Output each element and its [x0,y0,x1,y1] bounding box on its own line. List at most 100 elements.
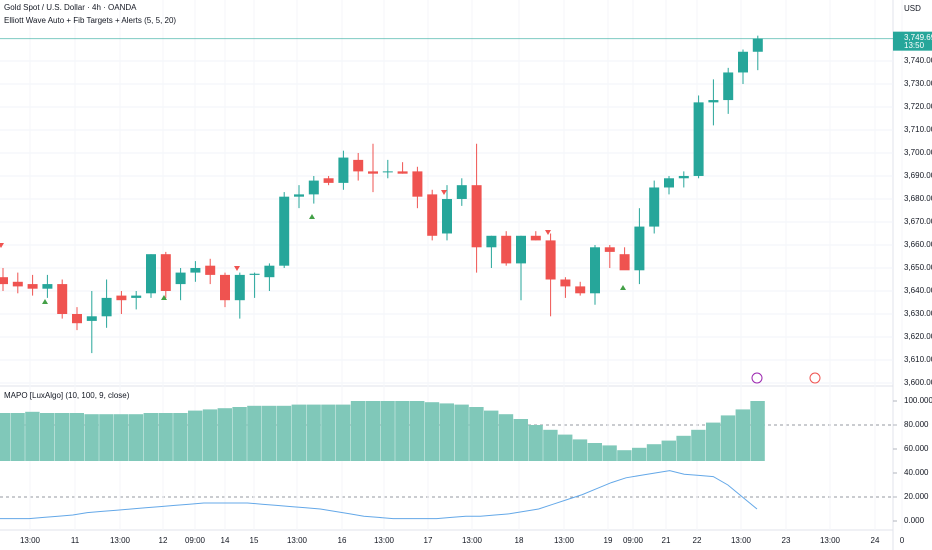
candle-body [560,279,571,287]
histogram-bar [336,404,351,461]
event-icon[interactable] [751,372,763,384]
x-tick-label: 19 [604,536,613,545]
candle-body [279,196,290,266]
x-tick-label: 16 [338,536,347,545]
x-tick-label: 13:00 [287,536,308,545]
candle-body [738,51,748,73]
y-tick-label: 20.000 [904,492,929,501]
chart-title: Gold Spot / U.S. Dollar · 4h · OANDA [4,3,137,12]
candle-body [590,247,600,294]
x-tick-label: 13:00 [110,536,131,545]
candle-body [146,254,156,294]
candle-body [397,171,408,174]
x-tick-label: 13:00 [462,536,483,545]
last-price: 3,749.695 [904,33,932,42]
y-tick-label: 3,730.000 [904,79,932,88]
histogram-bar [498,414,514,461]
x-tick-label: 13:00 [731,536,752,545]
y-tick-label: 80.000 [904,420,929,429]
y-tick-label: 3,610.000 [904,355,932,364]
histogram-bar [232,407,247,461]
candle-body [486,235,497,248]
candle-body [264,265,275,278]
x-tick-label: 13:00 [554,536,575,545]
histogram-bar [750,401,765,461]
candle-body [604,247,615,252]
histogram-bar [484,410,499,461]
buy-signal [161,295,167,300]
histogram-bar [706,422,721,461]
histogram-bar [247,405,262,461]
histogram-bar [410,401,425,461]
price-label-box [893,31,932,51]
candle-body [545,240,556,280]
x-tick-label: 15 [250,536,259,545]
y-tick-label: 3,710.000 [904,125,932,134]
candle-body [220,274,230,301]
x-tick-label: 24 [871,536,880,545]
candle-body [0,277,8,285]
histogram-bar [143,413,158,461]
y-tick-label: 100.000 [904,396,932,405]
candle-body [12,281,23,287]
histogram-bar [602,445,617,461]
histogram-bar [321,404,336,461]
histogram-bar [395,401,410,461]
histogram-bar [632,447,647,461]
y-tick-label: 3,630.000 [904,309,932,318]
x-tick-label: 22 [693,536,702,545]
candle-body [752,38,763,52]
x-tick-label: 09:00 [623,536,644,545]
buy-signal [42,299,48,304]
event-icon[interactable] [809,372,821,384]
histogram-bar [25,411,40,461]
candle-body [649,187,660,227]
histogram-bar [528,425,543,461]
candle-body [234,274,245,301]
candle-body [42,284,53,289]
y-tick-label: 3,680.000 [904,194,932,203]
candle-body [338,157,349,183]
y-tick-label: 3,600.000 [904,378,932,387]
indicator-name: Elliott Wave Auto + Fib Targets + Alerts… [4,16,176,25]
candle-body [131,295,142,298]
histogram-bar [572,439,588,461]
y-tick-label: 3,620.000 [904,332,932,341]
histogram-bar [291,404,306,461]
histogram-bar [380,401,395,461]
candle-body [175,272,186,285]
histogram-bar [454,404,469,461]
candle-body [249,273,260,275]
histogram-bar [54,413,70,461]
histogram-bar [513,419,528,461]
candle-body [205,265,216,275]
x-tick-label: 12 [159,536,168,545]
sell-signal [545,230,551,235]
histogram-bar [543,429,558,461]
histogram-bar [99,414,114,461]
histogram-bar [676,435,691,461]
histogram-bar [114,414,129,461]
signal-line [0,470,758,520]
sell-signal [0,243,4,248]
indicator-title: MAPO [LuxAlgo] (10, 100, 9, close) [4,391,130,400]
candle-body [442,198,452,234]
histogram-bar [365,401,380,461]
x-tick-label: 13:00 [820,536,841,545]
candle-body [353,159,364,172]
signals [0,190,626,304]
histogram-bar [350,401,366,461]
candle-body [619,254,630,271]
candle-body [323,178,334,183]
candle-body [412,171,423,197]
histogram-bar [202,409,218,461]
candle-body [116,295,127,301]
histogram-bar [84,414,99,461]
y-tick-label: 3,670.000 [904,217,932,226]
x-tick-label: 17 [424,536,433,545]
histogram-bar [617,450,632,461]
histogram-bar [262,405,277,461]
histogram-bar [469,407,484,461]
sell-signal [234,266,240,271]
histogram-bar [158,413,173,461]
